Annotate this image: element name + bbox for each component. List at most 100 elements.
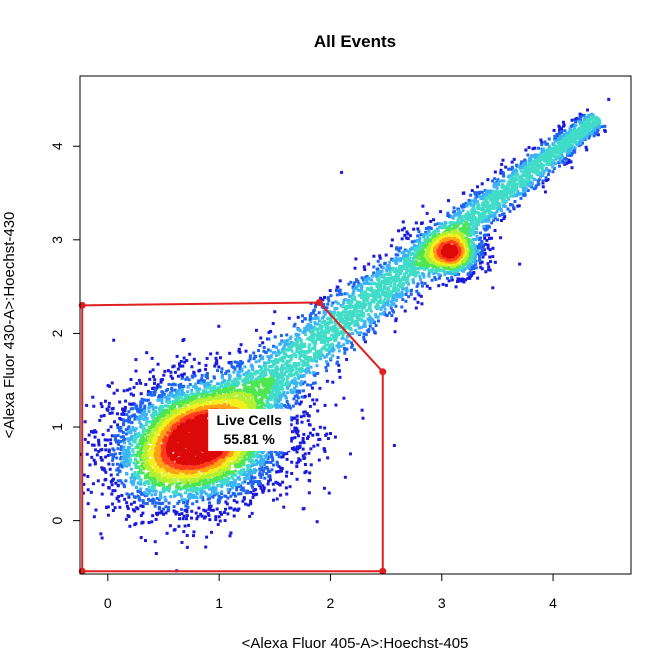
event-dot	[480, 249, 484, 253]
event-dot	[508, 167, 512, 171]
event-dot	[528, 180, 532, 184]
event-dot	[359, 295, 363, 299]
event-dot	[141, 501, 145, 505]
event-dot	[544, 178, 548, 182]
event-dot	[173, 528, 177, 532]
event-dot	[498, 194, 502, 198]
event-dot	[323, 403, 327, 407]
event-dot	[266, 460, 270, 464]
event-dot	[113, 420, 117, 424]
event-dot	[283, 373, 286, 377]
event-dot	[239, 469, 243, 473]
event-dot	[285, 385, 289, 389]
event-dot	[337, 341, 341, 345]
event-dot	[218, 497, 222, 501]
event-dot	[437, 229, 441, 233]
event-dot	[331, 301, 335, 305]
event-dot	[369, 294, 373, 298]
event-dot	[230, 475, 234, 479]
event-dot	[185, 510, 189, 514]
event-dot	[276, 481, 280, 485]
event-dot	[468, 271, 472, 275]
event-dot	[405, 236, 409, 240]
event-dot	[495, 186, 499, 190]
event-dot	[289, 348, 293, 352]
event-dot	[93, 460, 97, 464]
event-dot	[133, 477, 137, 481]
event-dot	[309, 447, 313, 451]
event-dot	[451, 221, 455, 225]
event-dot	[297, 333, 301, 337]
event-dot	[447, 215, 451, 219]
event-dot	[496, 178, 500, 182]
event-dot	[306, 360, 310, 364]
event-dot	[235, 488, 239, 492]
event-dot	[211, 486, 215, 490]
event-dot	[541, 147, 545, 151]
event-dot	[152, 386, 156, 390]
event-dot	[470, 199, 474, 203]
event-dot	[324, 365, 328, 369]
event-dot	[287, 354, 291, 358]
event-dot	[417, 230, 421, 234]
event-dot	[104, 448, 108, 452]
event-dot	[480, 260, 484, 264]
event-dot	[316, 334, 320, 338]
event-dot	[105, 505, 109, 509]
event-dot	[552, 128, 556, 132]
event-dot	[596, 133, 600, 137]
event-dot	[300, 353, 304, 357]
event-dot	[274, 480, 278, 484]
event-dot	[317, 458, 321, 462]
event-dot	[369, 317, 373, 321]
event-dot	[366, 281, 370, 285]
event-dot	[157, 505, 161, 509]
event-dot	[311, 337, 315, 341]
event-dot	[270, 394, 274, 398]
event-dot	[283, 394, 287, 398]
event-dot	[127, 420, 131, 424]
event-dot	[269, 460, 273, 464]
event-dot	[550, 152, 554, 156]
event-dot	[125, 432, 129, 436]
event-dot	[495, 210, 499, 214]
event-dot	[287, 404, 291, 408]
event-dot	[456, 277, 460, 281]
event-dot	[227, 482, 231, 486]
event-dot	[200, 373, 204, 377]
event-dot	[140, 423, 144, 427]
event-dot	[205, 374, 209, 378]
event-dot	[434, 229, 438, 233]
event-dot	[413, 248, 417, 252]
event-dot	[379, 275, 383, 279]
event-dot	[144, 423, 148, 427]
event-dot	[187, 496, 191, 500]
event-dot	[307, 491, 311, 495]
event-dot	[486, 246, 490, 250]
event-dot	[515, 178, 519, 182]
event-dot	[193, 495, 197, 499]
event-dot	[122, 389, 126, 393]
event-dot	[167, 508, 171, 512]
event-dot	[275, 392, 279, 396]
event-dot	[350, 319, 354, 323]
event-dot	[444, 283, 448, 287]
event-dot	[298, 389, 302, 393]
event-dot	[288, 368, 292, 372]
event-dot	[192, 372, 196, 376]
event-dot	[170, 391, 174, 395]
event-dot	[370, 282, 374, 286]
event-dot	[139, 513, 143, 517]
event-dot	[124, 454, 128, 458]
event-dot	[356, 321, 360, 325]
event-dot	[295, 414, 299, 418]
event-dot	[285, 343, 289, 347]
event-dot	[401, 282, 405, 286]
event-dot	[411, 240, 415, 244]
event-dot	[157, 511, 161, 515]
event-dot	[143, 404, 147, 408]
event-dot	[323, 312, 327, 316]
event-dot	[290, 349, 294, 353]
event-dot	[476, 245, 480, 249]
